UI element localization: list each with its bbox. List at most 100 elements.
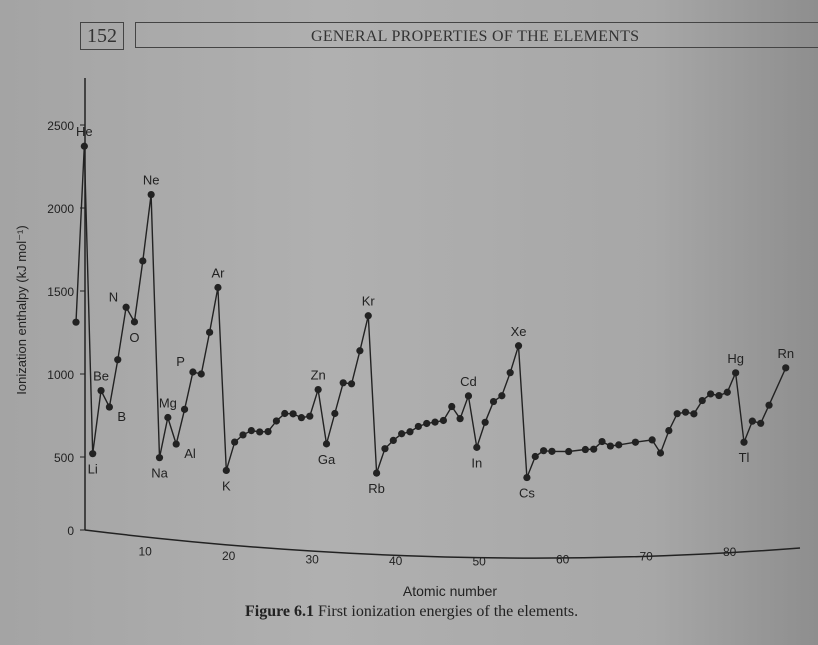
data-point	[439, 416, 447, 425]
element-label-cd: Cd	[460, 374, 477, 389]
data-point	[740, 438, 748, 446]
data-point	[598, 437, 606, 446]
data-point	[473, 443, 481, 451]
data-point	[489, 397, 498, 406]
data-point	[732, 369, 740, 377]
data-point	[164, 413, 172, 422]
data-point	[80, 142, 88, 150]
data-point	[122, 303, 130, 311]
data-point	[506, 369, 514, 377]
x-tick-label: 80	[723, 545, 737, 559]
data-point	[231, 438, 239, 446]
data-point	[247, 427, 255, 435]
data-point	[540, 447, 548, 455]
data-point	[139, 257, 147, 265]
point-labels: He Li Be B N O Ne Na Mg Al P Ar K Zn Ga Kr Rb Cd In Xe Cs Hg T…	[76, 124, 794, 500]
data-point	[514, 342, 523, 350]
data-point	[715, 391, 723, 400]
data-point	[105, 403, 113, 411]
x-tick-label: 10	[138, 545, 152, 559]
x-tick-label: 40	[389, 554, 403, 568]
x-tick-label: 60	[556, 553, 570, 567]
data-point	[698, 396, 706, 405]
element-label-p: P	[176, 354, 185, 369]
data-point	[548, 447, 556, 455]
element-label-mg: Mg	[159, 395, 177, 410]
data-point	[130, 318, 139, 326]
element-label-ne: Ne	[143, 173, 160, 188]
series-line	[72, 142, 790, 482]
data-point	[398, 430, 406, 438]
data-point	[531, 452, 539, 461]
data-point	[97, 387, 105, 395]
element-label-b: B	[117, 409, 126, 424]
data-point	[481, 418, 489, 426]
figure-caption: Figure 6.1 First ionization energies of …	[245, 603, 578, 621]
data-point	[423, 419, 431, 428]
data-point	[615, 441, 623, 449]
data-point	[456, 415, 464, 423]
element-label-be: Be	[93, 369, 109, 384]
data-point	[748, 417, 756, 425]
data-point	[590, 445, 598, 453]
data-point	[389, 436, 397, 444]
element-label-tl: Tl	[739, 450, 750, 465]
data-point	[89, 450, 97, 458]
data-point	[114, 356, 122, 364]
element-label-rb: Rb	[368, 481, 385, 496]
data-point	[448, 402, 456, 411]
series-path	[75, 146, 787, 478]
element-label-he: He	[76, 124, 93, 139]
data-point	[356, 347, 364, 355]
y-tick-label: 1500	[47, 285, 74, 299]
data-point	[707, 390, 715, 398]
data-point	[414, 422, 422, 431]
data-point	[757, 419, 765, 427]
data-point	[239, 431, 247, 439]
data-point	[264, 428, 272, 436]
running-title: GENERAL PROPERTIES OF THE ELEMENTS	[135, 22, 818, 48]
element-label-hg: Hg	[727, 351, 744, 366]
data-point	[723, 388, 731, 396]
x-tick-label: 20	[222, 549, 236, 563]
element-label-li: Li	[88, 462, 98, 477]
y-tick-label: 1000	[47, 368, 74, 382]
data-point	[331, 409, 339, 418]
data-point	[381, 445, 389, 453]
data-point	[656, 449, 665, 457]
element-label-kr: Kr	[362, 294, 376, 309]
element-label-n: N	[109, 289, 118, 304]
data-point	[765, 401, 773, 409]
x-tick-label: 50	[472, 554, 486, 568]
data-point	[606, 442, 615, 450]
data-point	[180, 405, 189, 413]
data-point	[289, 410, 297, 418]
axes: 0 500 1000 1500 2000 2500 10 20 30 40 50 60 70 80	[47, 78, 801, 568]
element-label-rn: Rn	[777, 346, 794, 361]
data-point	[665, 427, 673, 435]
data-point	[648, 436, 656, 444]
data-point	[155, 454, 164, 462]
data-point	[464, 392, 473, 400]
element-label-zn: Zn	[311, 368, 326, 383]
data-point	[189, 368, 197, 376]
element-label-al: Al	[184, 446, 196, 461]
data-point	[272, 417, 280, 425]
data-point	[565, 447, 573, 456]
data-point	[206, 328, 214, 336]
element-label-k: K	[222, 478, 231, 493]
data-point	[498, 392, 506, 400]
y-tick-label: 500	[54, 451, 74, 465]
data-point	[256, 428, 264, 436]
page-number: 152	[80, 22, 124, 50]
x-tick-label: 70	[639, 549, 653, 563]
data-point	[681, 408, 690, 416]
data-point	[197, 370, 205, 378]
caption-label: Figure 6.1	[245, 603, 315, 620]
y-tick-label: 2500	[47, 119, 74, 133]
data-point	[222, 466, 230, 475]
data-point	[72, 318, 80, 326]
data-point	[314, 386, 322, 394]
